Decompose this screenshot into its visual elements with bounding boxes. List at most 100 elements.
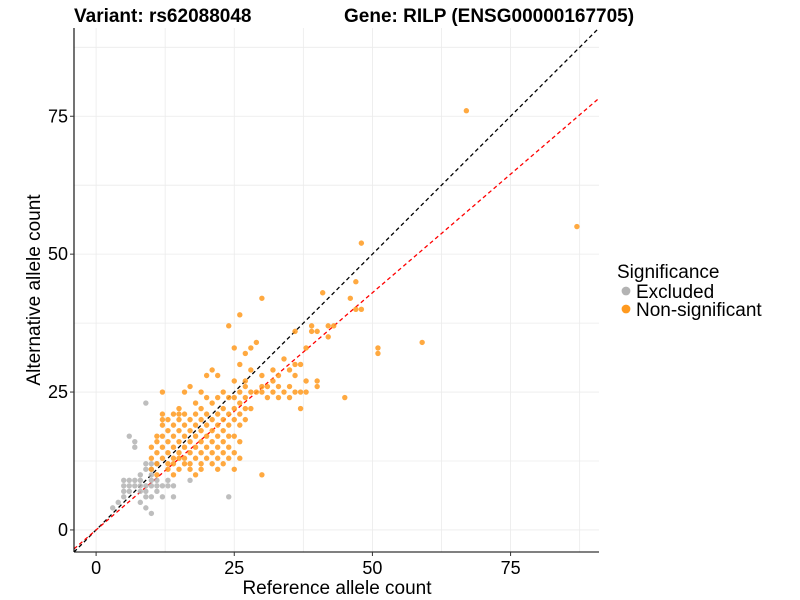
data-point-excluded bbox=[148, 472, 155, 478]
data-point-excluded bbox=[132, 483, 138, 489]
data-point-non-significant bbox=[226, 394, 232, 401]
data-point-non-significant bbox=[248, 367, 254, 373]
data-point-excluded bbox=[143, 461, 149, 467]
data-point-non-significant bbox=[226, 455, 232, 461]
data-point-non-significant bbox=[231, 416, 237, 423]
data-point-non-significant bbox=[242, 383, 249, 390]
x-axis-title: Reference allele count bbox=[242, 578, 432, 599]
data-point-excluded bbox=[143, 400, 149, 406]
data-point-non-significant bbox=[214, 455, 221, 461]
data-point-non-significant bbox=[192, 400, 199, 406]
data-point-excluded bbox=[137, 488, 144, 495]
data-point-non-significant bbox=[181, 422, 188, 428]
data-point-non-significant bbox=[159, 444, 166, 450]
data-point-non-significant bbox=[181, 444, 188, 450]
data-point-non-significant bbox=[148, 466, 155, 472]
data-point-excluded bbox=[137, 477, 144, 483]
data-point-non-significant bbox=[463, 108, 470, 114]
data-point-non-significant bbox=[237, 422, 243, 428]
data-point-non-significant bbox=[187, 438, 193, 445]
data-point-non-significant bbox=[209, 450, 215, 456]
data-point-non-significant bbox=[176, 455, 182, 461]
data-point-non-significant bbox=[165, 416, 171, 423]
data-point-non-significant bbox=[159, 433, 166, 439]
data-point-excluded bbox=[109, 505, 116, 511]
data-point-non-significant bbox=[226, 422, 232, 428]
data-point-non-significant bbox=[187, 383, 193, 390]
data-point-non-significant bbox=[275, 383, 282, 390]
data-point-non-significant bbox=[198, 450, 204, 456]
data-point-non-significant bbox=[220, 438, 226, 445]
data-point-non-significant bbox=[231, 466, 237, 472]
data-point-non-significant bbox=[248, 345, 254, 351]
data-point-non-significant bbox=[214, 422, 221, 428]
data-point-non-significant bbox=[192, 472, 199, 478]
data-point-non-significant bbox=[192, 455, 199, 461]
y-tick-label: 50 bbox=[48, 244, 68, 264]
x-tick-label: 75 bbox=[501, 558, 521, 578]
data-point-excluded bbox=[148, 483, 155, 489]
data-point-excluded bbox=[126, 433, 132, 439]
data-point-non-significant bbox=[286, 394, 293, 401]
data-point-non-significant bbox=[292, 389, 298, 395]
data-point-non-significant bbox=[209, 367, 215, 373]
data-point-non-significant bbox=[259, 389, 265, 395]
data-point-excluded bbox=[159, 494, 166, 500]
data-point-excluded bbox=[137, 483, 144, 489]
data-point-non-significant bbox=[148, 455, 155, 461]
data-point-non-significant bbox=[292, 328, 298, 335]
data-point-non-significant bbox=[237, 389, 243, 395]
legend-title: Significance bbox=[617, 262, 719, 283]
data-point-non-significant bbox=[281, 389, 287, 395]
data-point-non-significant bbox=[181, 455, 188, 461]
data-point-non-significant bbox=[303, 345, 309, 351]
reference-line-identity bbox=[73, 27, 600, 553]
data-point-non-significant bbox=[214, 433, 221, 439]
data-point-non-significant bbox=[331, 323, 337, 329]
data-point-non-significant bbox=[574, 223, 580, 230]
data-point-non-significant bbox=[214, 394, 221, 401]
data-point-non-significant bbox=[176, 416, 182, 423]
data-point-non-significant bbox=[325, 334, 331, 340]
data-point-excluded bbox=[154, 477, 160, 483]
data-point-non-significant bbox=[226, 323, 232, 329]
x-tick-label: 25 bbox=[224, 558, 244, 578]
data-point-excluded bbox=[143, 494, 149, 500]
data-point-non-significant bbox=[209, 438, 215, 445]
data-point-non-significant bbox=[286, 383, 293, 390]
data-point-excluded bbox=[148, 477, 155, 483]
data-point-excluded bbox=[137, 472, 144, 478]
data-point-non-significant bbox=[176, 411, 182, 417]
data-point-non-significant bbox=[181, 433, 188, 439]
data-point-non-significant bbox=[148, 444, 155, 450]
data-point-excluded bbox=[165, 483, 171, 489]
data-point-non-significant bbox=[154, 450, 160, 456]
data-point-excluded bbox=[121, 488, 127, 495]
data-point-non-significant bbox=[242, 378, 249, 384]
data-point-non-significant bbox=[237, 312, 243, 318]
data-point-non-significant bbox=[353, 306, 359, 313]
reference-line-fit bbox=[73, 97, 600, 550]
chart-title-gene: Gene: RILP (ENSG00000167705) bbox=[344, 6, 634, 27]
data-point-non-significant bbox=[242, 394, 249, 401]
data-point-excluded bbox=[148, 494, 155, 500]
data-point-non-significant bbox=[209, 400, 215, 406]
data-point-non-significant bbox=[159, 422, 166, 428]
data-point-excluded bbox=[170, 483, 177, 489]
reference-lines bbox=[73, 27, 600, 553]
data-point-non-significant bbox=[198, 405, 204, 412]
x-tick-label: 50 bbox=[362, 558, 382, 578]
legend: Significance Excluded Non-significant bbox=[617, 262, 762, 321]
data-point-non-significant bbox=[181, 389, 188, 395]
data-point-excluded bbox=[121, 477, 127, 483]
data-point-non-significant bbox=[165, 461, 171, 467]
data-point-non-significant bbox=[198, 389, 204, 395]
data-point-non-significant bbox=[237, 411, 243, 417]
data-point-non-significant bbox=[170, 411, 177, 417]
data-point-non-significant bbox=[319, 290, 326, 296]
data-point-non-significant bbox=[242, 350, 249, 357]
data-point-non-significant bbox=[292, 372, 298, 379]
data-point-non-significant bbox=[270, 389, 276, 395]
data-point-non-significant bbox=[187, 461, 193, 467]
data-point-non-significant bbox=[237, 400, 243, 406]
